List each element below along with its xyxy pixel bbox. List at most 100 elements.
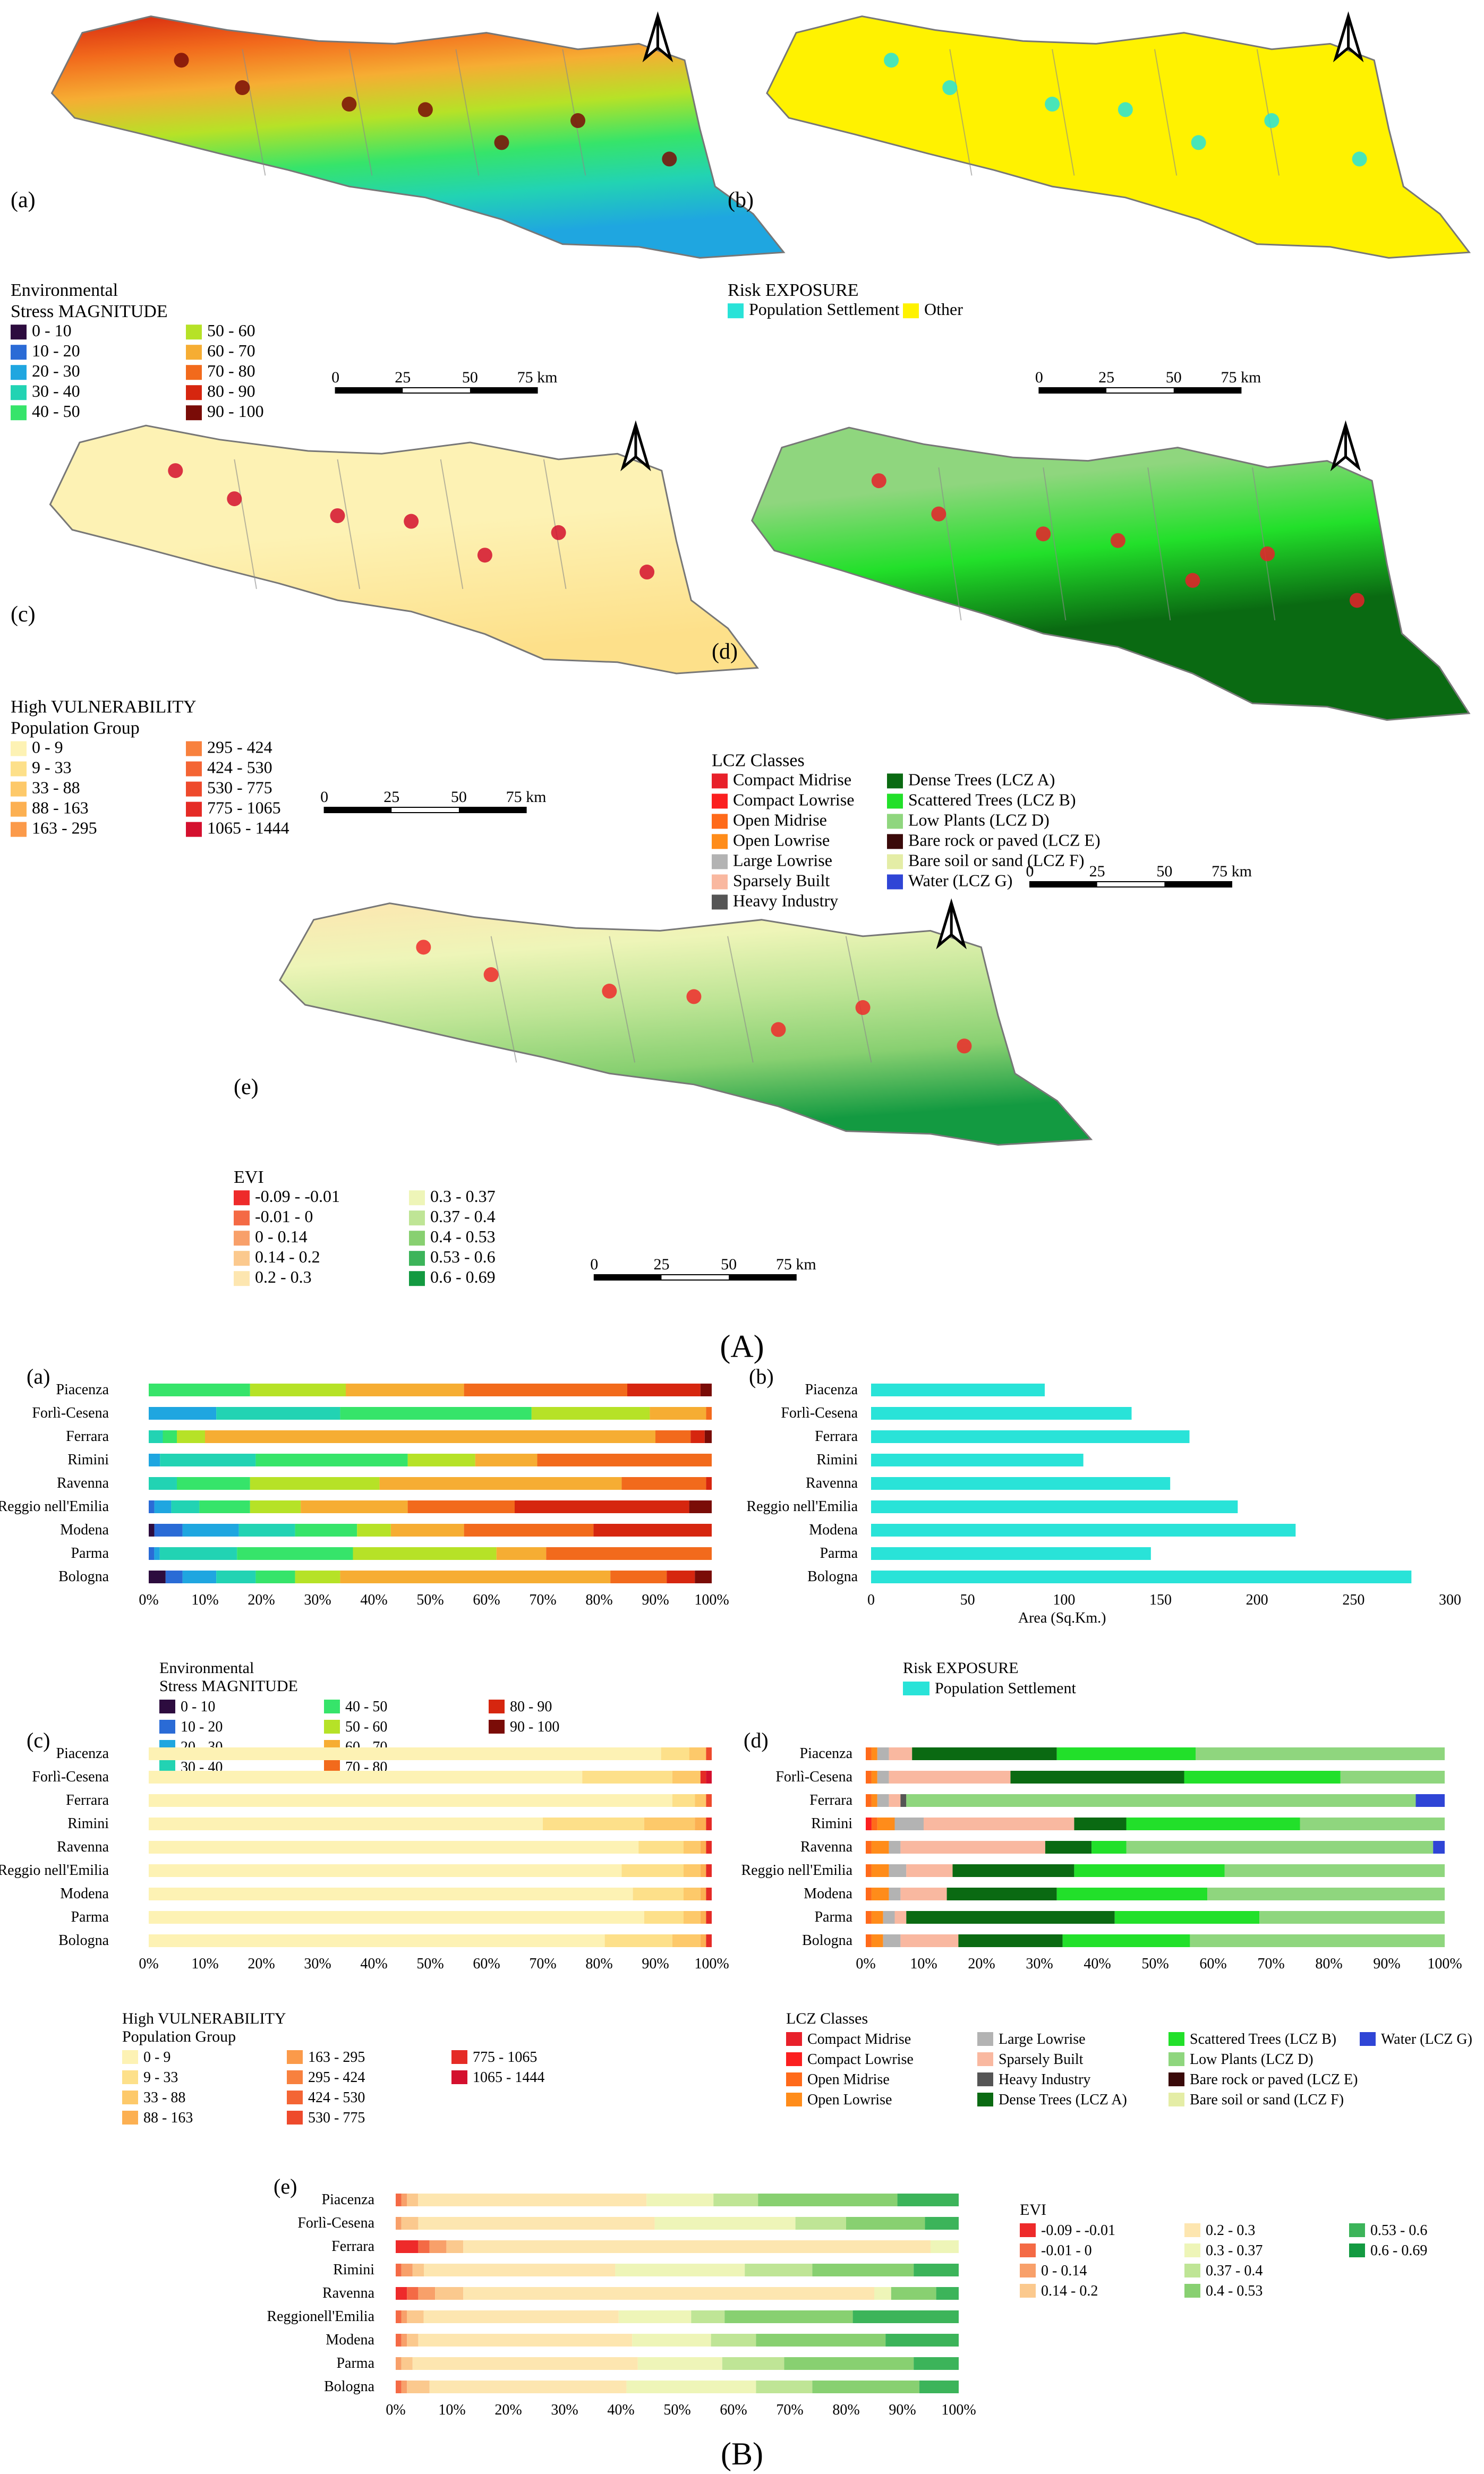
category-label: Reggionell'Emilia [267, 2308, 374, 2325]
bar-segment [900, 1934, 959, 1947]
map-legend-label: 0 - 0.14 [255, 1227, 308, 1246]
bar [871, 1384, 1045, 1396]
province-boundary [490, 936, 517, 1063]
legend-swatch [1169, 2052, 1184, 2066]
bar-segment [626, 2381, 756, 2393]
map-hotspot [1118, 102, 1133, 117]
bar-segment [866, 1888, 872, 1900]
x-tick-label: 300 [1439, 1592, 1461, 1608]
bar-segment [171, 1500, 200, 1513]
bar-segment [1340, 1771, 1445, 1784]
bar-segment [396, 2381, 402, 2393]
legend-label: 0 - 0.14 [1041, 2263, 1087, 2279]
map-legend-label: Scattered Trees (LCZ B) [908, 790, 1076, 809]
map-legend-swatch [11, 325, 27, 340]
legend-swatch [1020, 2284, 1036, 2298]
x-tick-label: 80% [832, 2402, 859, 2418]
category-label: Parma [71, 1909, 109, 1925]
x-tick-label: 100% [694, 1956, 729, 1972]
map-panel-label: (b) [728, 188, 754, 212]
map-hotspot [602, 984, 617, 999]
map-legend-label: 0 - 10 [32, 321, 72, 340]
x-tick-label: 60% [473, 1592, 500, 1608]
bar-segment [463, 2287, 874, 2300]
bar-segment [396, 2194, 402, 2206]
x-tick-label: 0% [856, 1956, 875, 1972]
chart-a: (a) Piacenza Forlì-Cesena Ferrara Rimini Rave… [0, 1364, 729, 1776]
legend-label: 0.37 - 0.4 [1206, 2263, 1263, 2279]
map-hotspot [639, 565, 655, 580]
map-hotspot [417, 102, 433, 117]
bar-segment [182, 1524, 239, 1537]
legend-label: Heavy Industry [999, 2071, 1090, 2088]
bar-segment [866, 1934, 872, 1947]
bar-segment [812, 2381, 919, 2393]
map-legend-swatch [712, 794, 728, 809]
legend-swatch [1349, 2223, 1365, 2237]
bar-segment [706, 1841, 712, 1854]
bar-segment [1126, 1841, 1434, 1854]
legend-label: Open Lowrise [807, 2092, 892, 2108]
map-legend-swatch [186, 365, 202, 380]
bar-segment [706, 1911, 712, 1924]
legend-label: 88 - 163 [143, 2110, 193, 2126]
province-boundary [1252, 467, 1276, 621]
map-legend-swatch [409, 1271, 425, 1286]
bar-segment [672, 1794, 695, 1807]
legend-label: Population Settlement [935, 1679, 1076, 1697]
legend-swatch [786, 2093, 802, 2106]
bar-segment [889, 1747, 912, 1760]
bar [871, 1407, 1132, 1420]
map-hotspot [1045, 97, 1060, 112]
map-legend-label: 0.4 - 0.53 [430, 1227, 496, 1246]
bar-segment [237, 1547, 353, 1560]
chart-panel-label: (e) [274, 2174, 297, 2198]
scale-bar-label: 75 km [1221, 369, 1261, 386]
bar-segment [638, 1841, 684, 1854]
bar-segment [706, 1747, 712, 1760]
scale-bar-label: 50 [721, 1256, 737, 1273]
bar-segment [914, 2357, 959, 2370]
bar-segment [418, 2240, 430, 2253]
legend-swatch [122, 2070, 138, 2084]
legend-label: Bare soil or sand (LCZ F) [1190, 2092, 1344, 2108]
map-legend-swatch [11, 781, 27, 797]
map-legend-swatch [234, 1210, 250, 1226]
map-legend-title: Stress MAGNITUDE [11, 302, 168, 321]
bar [871, 1430, 1190, 1443]
legend-title: Environmental [159, 1659, 254, 1677]
x-tick-label: 30% [304, 1592, 331, 1608]
bar-segment [700, 1911, 706, 1924]
x-tick-label: 10% [191, 1592, 218, 1608]
category-label: Piacenza [805, 1381, 858, 1398]
bar-segment [756, 2381, 813, 2393]
bar-segment [250, 1477, 380, 1490]
x-tick-label: 200 [1246, 1592, 1268, 1608]
bar-segment [745, 2264, 813, 2276]
bar-segment [401, 2357, 413, 2370]
map-legend-label: 1065 - 1444 [207, 818, 289, 838]
province-boundary [348, 49, 373, 176]
map-legend-label: 40 - 50 [32, 402, 80, 421]
map-legend-swatch [234, 1190, 250, 1206]
map-legend-label: Open Lowrise [733, 830, 830, 849]
chart-c: (c) Piacenza Forlì-Cesena Ferrara Rimini Rave… [0, 1728, 729, 2126]
legend-swatch [1184, 2284, 1200, 2298]
map-hotspot [168, 463, 183, 479]
x-tick-label: 250 [1342, 1592, 1364, 1608]
map-legend-label: 775 - 1065 [207, 798, 281, 817]
map-legend-swatch [186, 405, 202, 421]
province-boundary [337, 459, 361, 590]
map-hotspot [483, 967, 499, 983]
x-axis-label: Area (Sq.Km.) [1018, 1610, 1106, 1626]
bar-segment [866, 1818, 872, 1830]
bar-segment [871, 1747, 877, 1760]
bar-segment [784, 2357, 914, 2370]
bar-segment [346, 1384, 464, 1396]
legend-swatch [122, 2050, 138, 2064]
bar-segment [795, 2217, 846, 2230]
bar-segment [866, 1864, 872, 1877]
bar-segment [1126, 1818, 1300, 1830]
bar-segment [149, 1747, 661, 1760]
map-hotspot [855, 1000, 871, 1016]
